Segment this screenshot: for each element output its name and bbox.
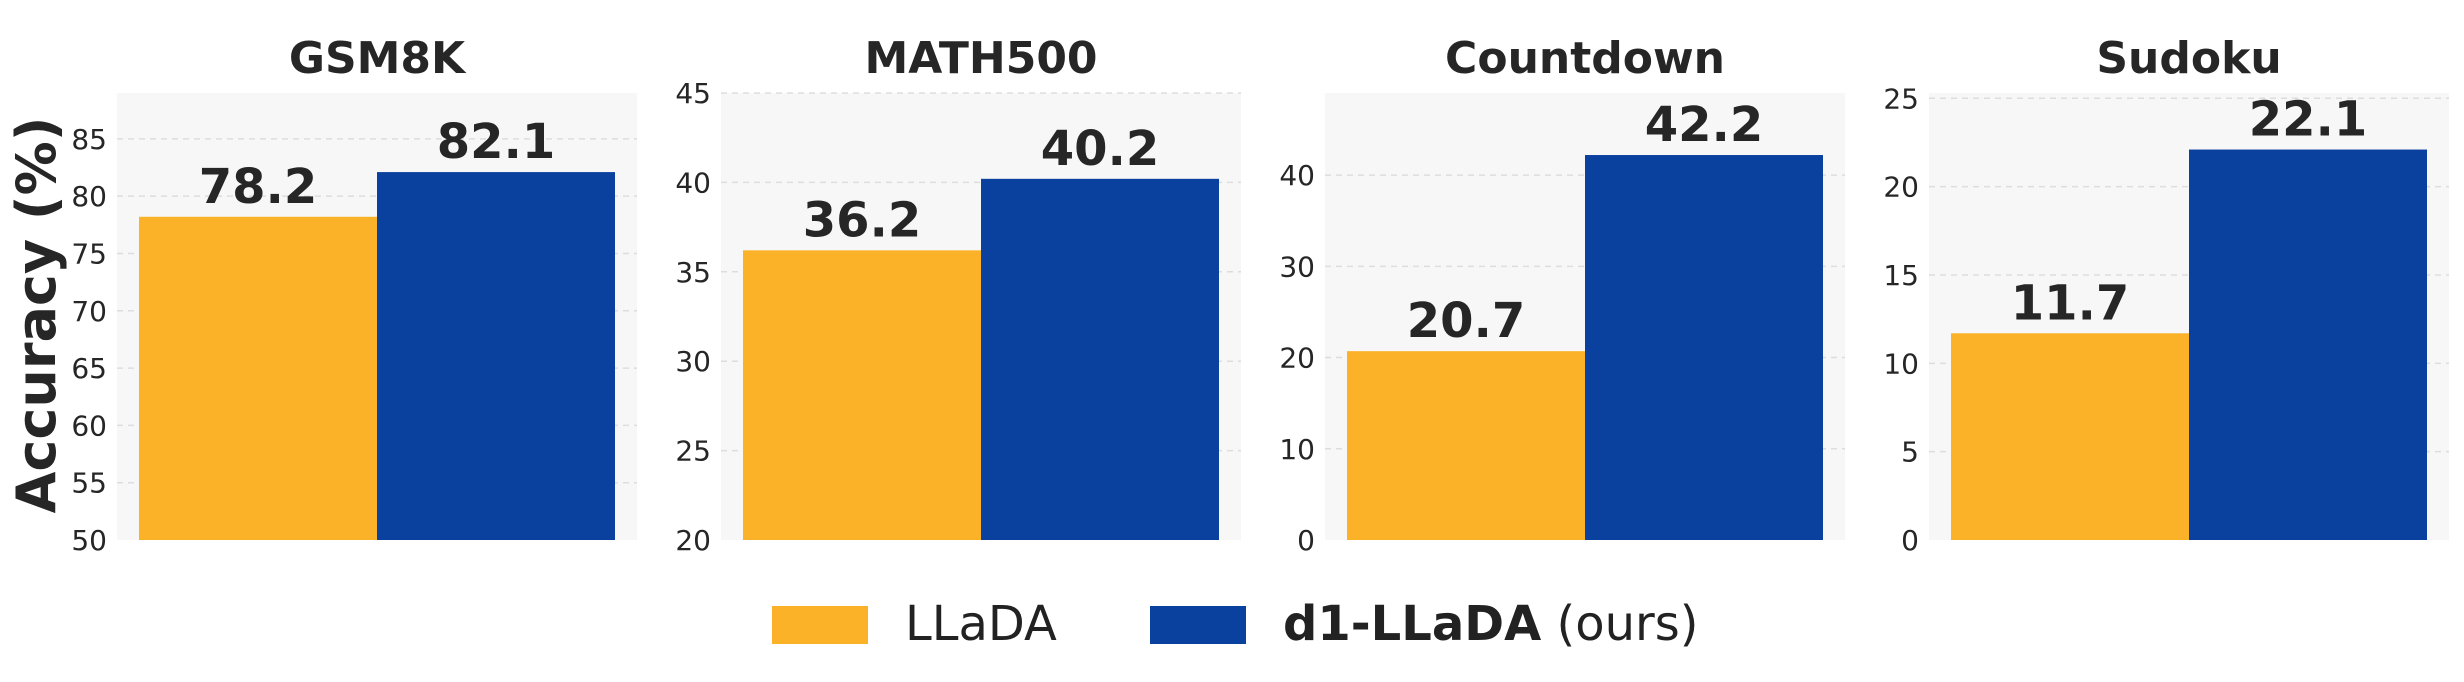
data-label-d1-llada: 40.2 <box>1041 121 1159 177</box>
legend-swatch-d1-llada <box>1150 606 1246 644</box>
y-tick-label: 10 <box>1883 347 1919 380</box>
y-tick-label: 10 <box>1279 433 1315 466</box>
y-tick-label: 60 <box>71 409 107 442</box>
y-tick-label: 25 <box>1883 82 1919 115</box>
y-tick-label: 55 <box>71 467 107 500</box>
legend-swatch-llada <box>772 606 868 644</box>
y-tick-label: 20 <box>1883 171 1919 204</box>
bar-d1-llada <box>377 172 615 541</box>
legend: LLaDA d1-LLaDA (ours) <box>772 596 1698 652</box>
y-tick-label: 85 <box>71 123 107 156</box>
bar-llada <box>139 216 377 541</box>
chart-panel-countdown: 0 10 20 30 40 20.7 42.2 Countdown <box>1279 33 1845 557</box>
y-tick-label: 80 <box>71 180 107 213</box>
legend-label-llada: LLaDA <box>905 596 1057 652</box>
data-label-d1-llada: 22.1 <box>2249 92 2367 148</box>
y-tick-label: 45 <box>675 77 711 110</box>
legend-label-d1-llada-rest: (ours) <box>1541 596 1698 652</box>
bar-d1-llada <box>1585 155 1823 540</box>
data-label-llada: 36.2 <box>803 192 921 248</box>
y-tick-label: 0 <box>1901 524 1919 557</box>
chart-panel-gsm8k: 50 55 60 65 70 75 80 85 78.2 82.1 GSM8K <box>71 33 637 557</box>
data-label-llada: 78.2 <box>199 159 317 215</box>
y-tick-label: 30 <box>675 345 711 378</box>
data-label-d1-llada: 42.2 <box>1645 97 1763 153</box>
y-tick-label: 65 <box>71 352 107 385</box>
data-label-llada: 20.7 <box>1407 293 1525 349</box>
bar-d1-llada <box>981 178 1219 540</box>
y-tick-label: 20 <box>1279 342 1315 375</box>
legend-label-d1-llada: d1-LLaDA (ours) <box>1283 596 1698 652</box>
bar-llada <box>743 250 981 540</box>
chart-title: Sudoku <box>2096 33 2281 84</box>
chart-panel-sudoku: 0 5 10 15 20 25 11.7 22.1 Sudoku <box>1883 33 2449 557</box>
chart-title: GSM8K <box>289 33 467 84</box>
y-axis-label: Accuracy (%) <box>5 117 68 514</box>
chart-title: Countdown <box>1445 33 1725 84</box>
chart-panel-math500: 20 25 30 35 40 45 36.2 40.2 MATH500 <box>675 33 1241 557</box>
y-tick-label: 20 <box>675 524 711 557</box>
y-tick-label: 0 <box>1297 524 1315 557</box>
legend-label-d1-llada-bold: d1-LLaDA <box>1283 596 1541 652</box>
data-label-d1-llada: 82.1 <box>437 114 555 170</box>
y-tick-label: 70 <box>71 295 107 328</box>
data-label-llada: 11.7 <box>2011 275 2129 331</box>
y-tick-label: 75 <box>71 237 107 270</box>
chart-panels: 505560657075808578.282.1GSM8K20253035404… <box>71 33 2449 557</box>
y-tick-label: 30 <box>1279 250 1315 283</box>
y-tick-label: 25 <box>675 435 711 468</box>
bar-llada <box>1951 333 2189 540</box>
y-tick-label: 40 <box>675 166 711 199</box>
y-tick-label: 5 <box>1901 436 1919 469</box>
y-tick-label: 50 <box>71 524 107 557</box>
bar-d1-llada <box>2189 149 2427 541</box>
y-tick-label: 40 <box>1279 159 1315 192</box>
chart-title: MATH500 <box>864 33 1097 84</box>
y-tick-label: 35 <box>675 256 711 289</box>
y-tick-label: 15 <box>1883 259 1919 292</box>
bar-llada <box>1347 351 1585 540</box>
